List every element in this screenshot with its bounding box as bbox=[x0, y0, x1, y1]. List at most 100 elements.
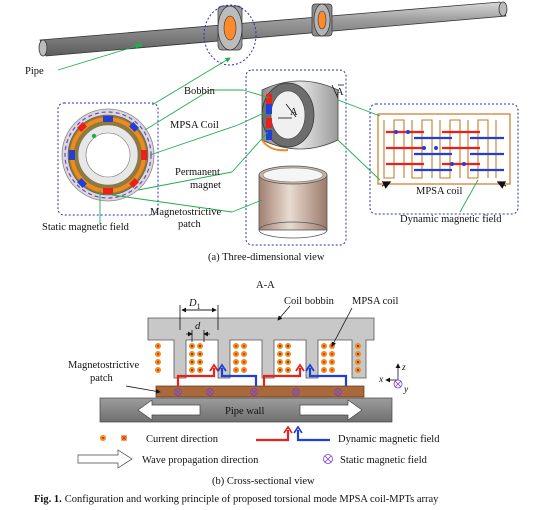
coil-wire-mark bbox=[199, 361, 201, 363]
coil-wire-mark bbox=[279, 345, 281, 347]
mpsa-coil-inset bbox=[377, 113, 511, 189]
label-magnetostrictive-1: Magnetostrictive bbox=[150, 207, 221, 218]
coil-wire-mark bbox=[287, 353, 289, 355]
patch-cylinder-3d bbox=[258, 165, 328, 239]
figure-caption: Fig. 1. Configuration and working princip… bbox=[34, 494, 439, 505]
coil-wire-mark bbox=[243, 345, 245, 347]
coil-wire-mark bbox=[357, 361, 359, 363]
coil-inset-box bbox=[369, 103, 519, 215]
static-field-symbol bbox=[334, 388, 342, 396]
d-label: d bbox=[195, 321, 201, 332]
coil-wire-mark bbox=[323, 361, 325, 363]
coil-wire-mark bbox=[357, 353, 359, 355]
wave-arrow-right bbox=[299, 399, 363, 421]
dynamic-field-label-3d: Dynamic magnetic field bbox=[400, 214, 502, 225]
dimension-d1 bbox=[179, 305, 219, 330]
label-permanent-magnet-1: Permanent bbox=[175, 167, 220, 178]
label-permanent-magnet-2: magnet bbox=[190, 180, 221, 191]
static-field-symbols bbox=[174, 388, 342, 396]
coil-wire-mark bbox=[157, 345, 159, 347]
label-bobbin: Bobbin bbox=[184, 86, 216, 97]
coil-wire-mark bbox=[157, 361, 159, 363]
section-mark-a: A bbox=[290, 107, 298, 118]
coil-wire-mark bbox=[235, 345, 237, 347]
legend-static-field bbox=[323, 454, 333, 464]
coil-wire-mark bbox=[191, 353, 193, 355]
label-pipe: Pipe bbox=[25, 66, 44, 77]
coil-wire-mark bbox=[279, 353, 281, 355]
static-field-symbol bbox=[174, 388, 182, 396]
legend-dynamic-field bbox=[256, 425, 330, 442]
coil-wire-mark bbox=[243, 353, 245, 355]
coil-wire-mark bbox=[279, 369, 281, 371]
coil-wire-mark bbox=[323, 369, 325, 371]
static-field-cross bbox=[175, 389, 181, 395]
coil-wire-mark bbox=[191, 369, 193, 371]
section-mark-a-top: A bbox=[336, 87, 344, 98]
caption-b: (b) Cross-sectional view bbox=[212, 476, 315, 487]
coil-wire-mark bbox=[191, 345, 193, 347]
coil-wire-mark bbox=[243, 361, 245, 363]
static-field-symbol bbox=[206, 388, 214, 396]
static-field-cross bbox=[207, 389, 213, 395]
static-field-cross bbox=[251, 389, 257, 395]
legend-current bbox=[100, 435, 127, 441]
coil-inset-label: MPSA coil bbox=[416, 186, 462, 197]
coil-bobbin-label: Coil bobbin bbox=[284, 296, 335, 307]
legend-dynamic-label: Dynamic magnetic field bbox=[338, 434, 440, 445]
coil-wire-mark bbox=[235, 353, 237, 355]
mpsa-coil-label: MPSA coil bbox=[352, 296, 398, 307]
coil-assembly-box bbox=[245, 69, 347, 246]
wave-arrow-left bbox=[137, 399, 201, 421]
coil-wire-mark bbox=[287, 369, 289, 371]
label-static-field: Static magnetic field bbox=[42, 222, 130, 233]
label-mpsa-coil: MPSA Coil bbox=[170, 120, 219, 131]
coil-wire-mark bbox=[199, 369, 201, 371]
legend-wave-label: Wave propagation direction bbox=[142, 455, 259, 466]
coil-wire-mark bbox=[287, 361, 289, 363]
coil-wire-mark bbox=[279, 361, 281, 363]
coil-wire-mark bbox=[357, 369, 359, 371]
static-field-symbol bbox=[250, 388, 258, 396]
ring-cross-section bbox=[61, 108, 155, 202]
coil-wire-mark bbox=[357, 345, 359, 347]
axis-z: z bbox=[401, 363, 406, 373]
coil-ring-3d bbox=[261, 80, 339, 152]
section-title-aa: A-A bbox=[256, 280, 275, 291]
magnetostrictive-patch bbox=[155, 385, 365, 398]
magnetostrictive-label-1: Magnetostrictive bbox=[68, 360, 139, 371]
coil-windings bbox=[155, 343, 361, 373]
pipe-wall-label: Pipe wall bbox=[225, 406, 264, 417]
legend-static-label: Static magnetic field bbox=[340, 455, 428, 466]
coil-wire-mark bbox=[235, 369, 237, 371]
coil-wire-mark bbox=[199, 345, 201, 347]
legend-wave-arrow bbox=[77, 449, 133, 469]
label-magnetostrictive-2: patch bbox=[178, 219, 201, 230]
cross-section-box bbox=[57, 102, 159, 216]
static-field-cross bbox=[293, 389, 299, 395]
coil-wire-mark bbox=[243, 369, 245, 371]
coil-wire-mark bbox=[331, 353, 333, 355]
coordinate-axes bbox=[385, 363, 403, 389]
dynamic-field-arrows bbox=[176, 363, 348, 386]
coil-wire-mark bbox=[191, 361, 193, 363]
pipe-3d bbox=[38, 1, 508, 57]
coil-wire-mark bbox=[157, 353, 159, 355]
static-field-cross bbox=[335, 389, 341, 395]
coil-bobbin bbox=[147, 317, 375, 379]
magnetostrictive-label-2: patch bbox=[90, 373, 113, 384]
coil-wire-mark bbox=[287, 345, 289, 347]
highlight-ellipse bbox=[203, 4, 257, 66]
axis-y: y bbox=[403, 385, 409, 395]
d1-label: D1 bbox=[188, 298, 201, 311]
coil-wire-mark bbox=[235, 361, 237, 363]
coil-wire-mark bbox=[331, 361, 333, 363]
static-field-symbol bbox=[292, 388, 300, 396]
coil-wire-mark bbox=[331, 369, 333, 371]
coil-wire-mark bbox=[323, 345, 325, 347]
caption-a: (a) Three-dimensional view bbox=[208, 252, 325, 263]
coil-wire-mark bbox=[199, 353, 201, 355]
axis-x: x bbox=[378, 375, 384, 385]
coil-wire-mark bbox=[323, 353, 325, 355]
